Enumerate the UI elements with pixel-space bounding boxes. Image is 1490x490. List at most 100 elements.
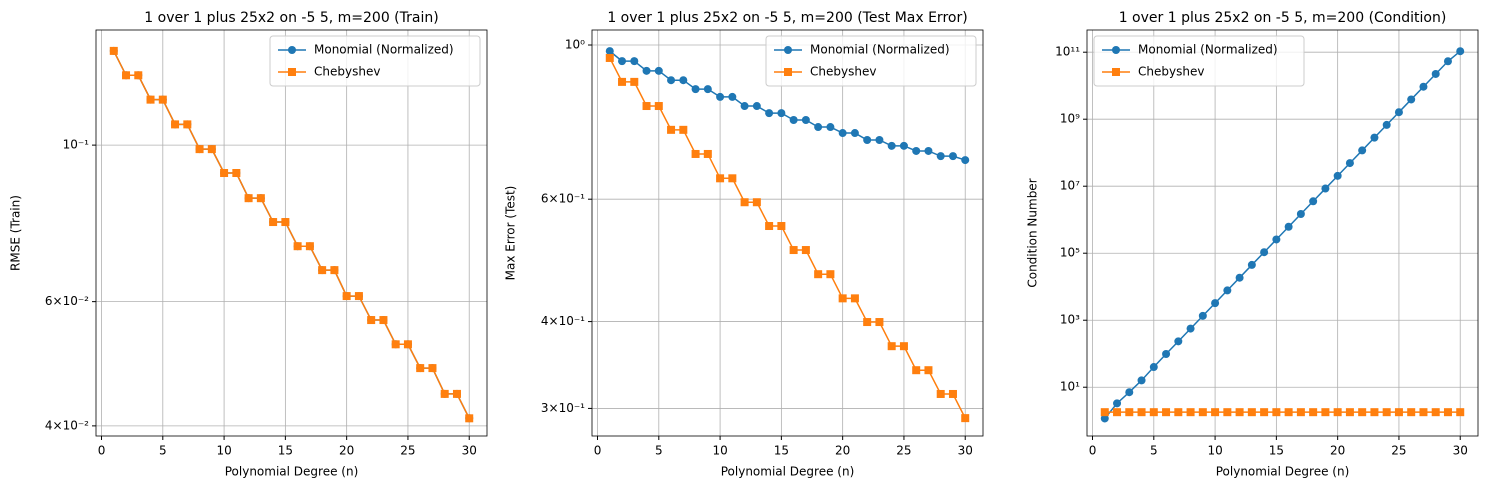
marker xyxy=(679,76,688,85)
marker xyxy=(1284,222,1293,231)
marker xyxy=(1137,408,1146,417)
marker xyxy=(801,116,810,125)
marker xyxy=(863,318,872,327)
marker xyxy=(293,242,302,251)
marker xyxy=(1456,408,1465,417)
y-tick-label: 10⁷ xyxy=(1060,179,1080,193)
marker xyxy=(1223,408,1232,417)
marker xyxy=(1113,408,1122,417)
marker xyxy=(838,294,847,303)
x-tick-label: 15 xyxy=(1269,444,1284,458)
marker xyxy=(1431,408,1440,417)
marker xyxy=(618,77,627,86)
marker xyxy=(288,68,296,76)
marker xyxy=(924,366,933,375)
marker xyxy=(912,146,921,155)
marker xyxy=(1260,408,1269,417)
marker xyxy=(1382,408,1391,417)
marker xyxy=(863,136,872,145)
chart-title: 1 over 1 plus 25x2 on -5 5, m=200 (Condi… xyxy=(1119,10,1447,26)
marker xyxy=(1223,286,1232,295)
marker xyxy=(784,46,792,54)
y-tick-label: 10³ xyxy=(1060,313,1080,327)
marker xyxy=(642,66,651,75)
marker xyxy=(220,169,229,178)
series-line xyxy=(1104,50,1461,419)
marker xyxy=(1211,408,1220,417)
x-tick-label: 15 xyxy=(278,444,293,458)
marker xyxy=(403,340,412,349)
marker xyxy=(765,109,774,118)
marker xyxy=(850,294,859,303)
x-tick-label: 10 xyxy=(216,444,231,458)
marker xyxy=(1198,408,1207,417)
marker xyxy=(899,342,908,351)
marker xyxy=(936,152,945,161)
marker xyxy=(667,76,676,85)
marker xyxy=(618,57,627,66)
marker xyxy=(158,95,167,104)
marker xyxy=(354,292,363,301)
marker xyxy=(1370,133,1379,142)
y-tick-label: 10¹ xyxy=(1060,380,1080,394)
y-tick-label: 4×10⁻² xyxy=(45,418,89,432)
y-tick-label: 10⁹ xyxy=(1060,112,1080,126)
marker xyxy=(789,246,798,255)
marker xyxy=(1358,408,1367,417)
marker xyxy=(1198,311,1207,320)
marker xyxy=(269,218,278,227)
x-tick-label: 10 xyxy=(712,444,727,458)
marker xyxy=(961,414,970,423)
marker xyxy=(428,364,437,373)
y-tick-label: 4×10⁻¹ xyxy=(541,314,585,328)
marker xyxy=(1174,408,1183,417)
marker xyxy=(1112,68,1120,76)
marker xyxy=(961,156,970,165)
series-line xyxy=(113,50,470,419)
marker xyxy=(1260,248,1269,257)
marker xyxy=(207,145,216,154)
marker xyxy=(1162,350,1171,359)
marker xyxy=(171,120,180,129)
marker xyxy=(691,149,700,158)
marker xyxy=(391,340,400,349)
x-tick-label: 5 xyxy=(159,444,167,458)
marker xyxy=(1149,363,1158,372)
marker xyxy=(1284,408,1293,417)
marker xyxy=(740,102,749,111)
marker xyxy=(330,266,339,275)
marker xyxy=(1345,408,1354,417)
marker xyxy=(1309,197,1318,206)
marker xyxy=(1394,408,1403,417)
x-tick-label: 30 xyxy=(958,444,973,458)
marker xyxy=(1211,299,1220,308)
x-tick-label: 0 xyxy=(1089,444,1097,458)
marker xyxy=(924,146,933,155)
marker xyxy=(948,389,957,398)
x-axis-label: Polynomial Degree (n) xyxy=(721,465,855,479)
y-axis-label: RMSE (Train) xyxy=(9,195,23,271)
y-tick-label: 10¹¹ xyxy=(1055,45,1080,59)
chart-title: 1 over 1 plus 25x2 on -5 5, m=200 (Test … xyxy=(607,10,967,26)
marker xyxy=(1456,47,1465,56)
marker xyxy=(367,316,376,325)
x-tick-label: 25 xyxy=(400,444,415,458)
marker xyxy=(1407,95,1416,104)
marker xyxy=(281,218,290,227)
x-tick-label: 25 xyxy=(1391,444,1406,458)
marker xyxy=(716,92,725,101)
marker xyxy=(1321,184,1330,193)
legend-box xyxy=(269,35,481,87)
marker xyxy=(912,366,921,375)
marker xyxy=(1431,69,1440,78)
legend-label: Monomial (Normalized) xyxy=(810,43,950,57)
x-tick-label: 30 xyxy=(462,444,477,458)
legend-label: Chebyshev xyxy=(1138,65,1204,79)
marker xyxy=(777,109,786,118)
marker xyxy=(146,95,155,104)
marker xyxy=(1321,408,1330,417)
x-tick-label: 0 xyxy=(594,444,602,458)
marker xyxy=(777,222,786,231)
marker xyxy=(232,169,241,178)
legend-box xyxy=(765,35,977,87)
